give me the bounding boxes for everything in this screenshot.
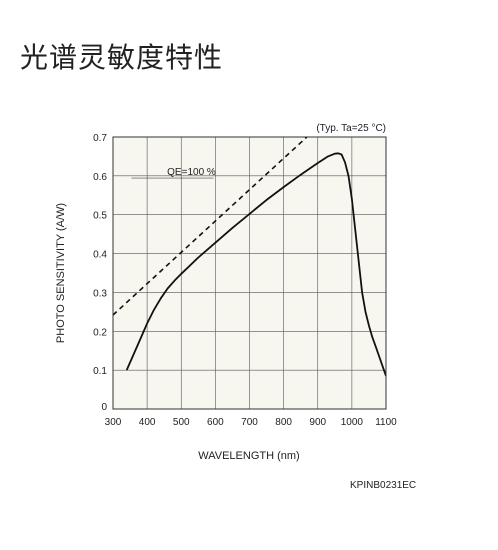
y-tick-label: 0.4	[93, 250, 107, 261]
y-tick-label: 0	[101, 402, 107, 413]
y-tick-label: 0.3	[93, 288, 107, 299]
x-tick-label: 400	[139, 417, 156, 428]
plot-frame	[112, 136, 387, 410]
y-axis-label: PHOTO SENSITIVITY (A/W)	[55, 203, 67, 343]
page-title: 光谱灵敏度特性	[20, 41, 224, 74]
qe-annotation-label: QE=100 %	[167, 167, 216, 178]
x-axis-label: WAVELENGTH (nm)	[198, 450, 299, 462]
x-tick-label: 1000	[341, 417, 364, 428]
x-tick-label: 900	[309, 417, 326, 428]
annotations: QE=100 %	[131, 167, 216, 179]
y-tick-labels: 0 0.1 0.2 0.3 0.4 0.5 0.6 0.7	[93, 133, 107, 413]
y-tick-label: 0.7	[93, 133, 107, 144]
x-tick-label: 1100	[375, 417, 397, 428]
figure-code: KPINB0231EC	[350, 480, 417, 491]
x-tick-label: 800	[275, 417, 292, 428]
y-tick-label: 0.5	[93, 211, 107, 222]
x-tick-label: 600	[207, 417, 224, 428]
x-tick-label: 500	[173, 417, 190, 428]
y-tick-label: 0.1	[93, 366, 107, 377]
x-tick-label: 700	[241, 417, 258, 428]
y-tick-label: 0.2	[93, 327, 107, 338]
y-tick-label: 0.6	[93, 172, 107, 183]
sensitivity-curve	[125, 152, 386, 377]
x-tick-label: 300	[105, 417, 122, 428]
condition-note: (Typ. Ta=25 °C)	[316, 123, 386, 134]
x-tick-labels: 300 400 500 600 700 800 900 1000 1100	[105, 417, 398, 428]
